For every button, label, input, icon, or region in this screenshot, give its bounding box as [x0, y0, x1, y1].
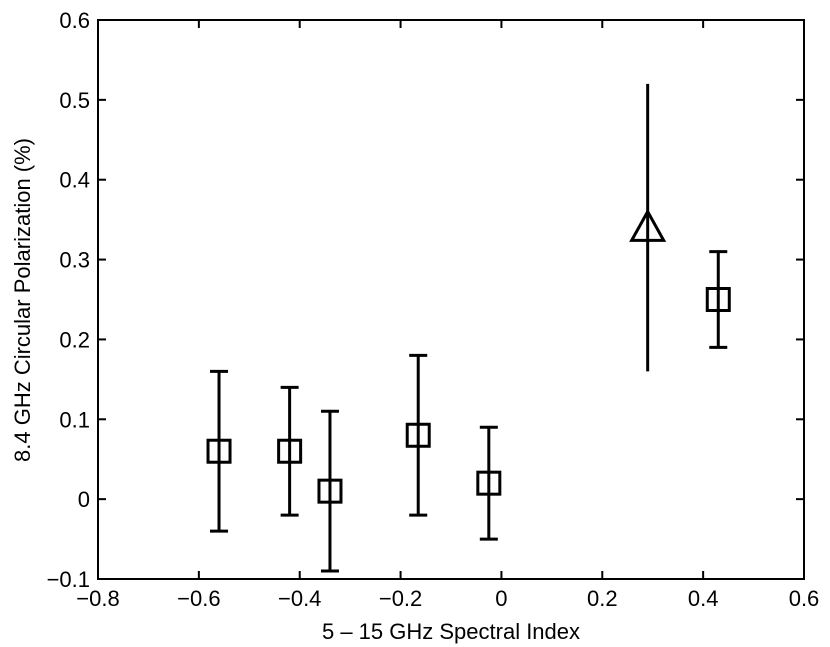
square-marker — [405, 422, 431, 448]
x-tick-label: −0.6 — [177, 586, 220, 611]
triangle-marker — [629, 208, 667, 242]
y-axis-label: 8.4 GHz Circular Polarization (%) — [10, 138, 35, 462]
square-marker — [705, 287, 731, 312]
x-axis: −0.8 −0.6 −0.4 −0.2 0 0.2 0.4 0.6 — [76, 20, 819, 611]
square-marker — [476, 470, 502, 496]
x-axis-label: 5 – 15 GHz Spectral Index — [322, 619, 580, 644]
y-tick-label: 0.1 — [59, 407, 90, 432]
y-axis: −0.1 0 0.1 0.2 0.3 0.4 0.5 0.6 — [47, 8, 804, 592]
y-tick-label: 0.2 — [59, 327, 90, 352]
square-marker — [317, 478, 343, 504]
data-point — [476, 425, 502, 541]
y-tick-label: 0.5 — [59, 88, 90, 113]
data-point — [629, 83, 667, 372]
x-tick-label: 0.4 — [688, 586, 719, 611]
y-tick-label: 0.4 — [59, 168, 90, 193]
square-marker — [206, 438, 232, 464]
data-point — [206, 369, 232, 533]
y-tick-label: 0 — [78, 487, 90, 512]
x-tick-label: −0.2 — [379, 586, 422, 611]
y-tick-label: 0.6 — [59, 8, 90, 33]
plot-area — [97, 19, 805, 580]
y-tick-label: 0.3 — [59, 248, 90, 273]
x-tick-label: 0 — [495, 586, 507, 611]
data-points — [206, 83, 731, 573]
x-tick-label: 0.6 — [789, 586, 820, 611]
axes-frame — [97, 19, 805, 580]
x-tick-label: −0.4 — [278, 586, 321, 611]
data-point — [405, 353, 431, 517]
square-marker — [277, 438, 303, 464]
y-tick-label: −0.1 — [47, 567, 90, 592]
data-point — [277, 385, 303, 517]
x-tick-label: −0.8 — [76, 586, 119, 611]
x-tick-label: 0.2 — [587, 586, 618, 611]
data-point — [317, 409, 343, 573]
data-point — [705, 250, 731, 349]
